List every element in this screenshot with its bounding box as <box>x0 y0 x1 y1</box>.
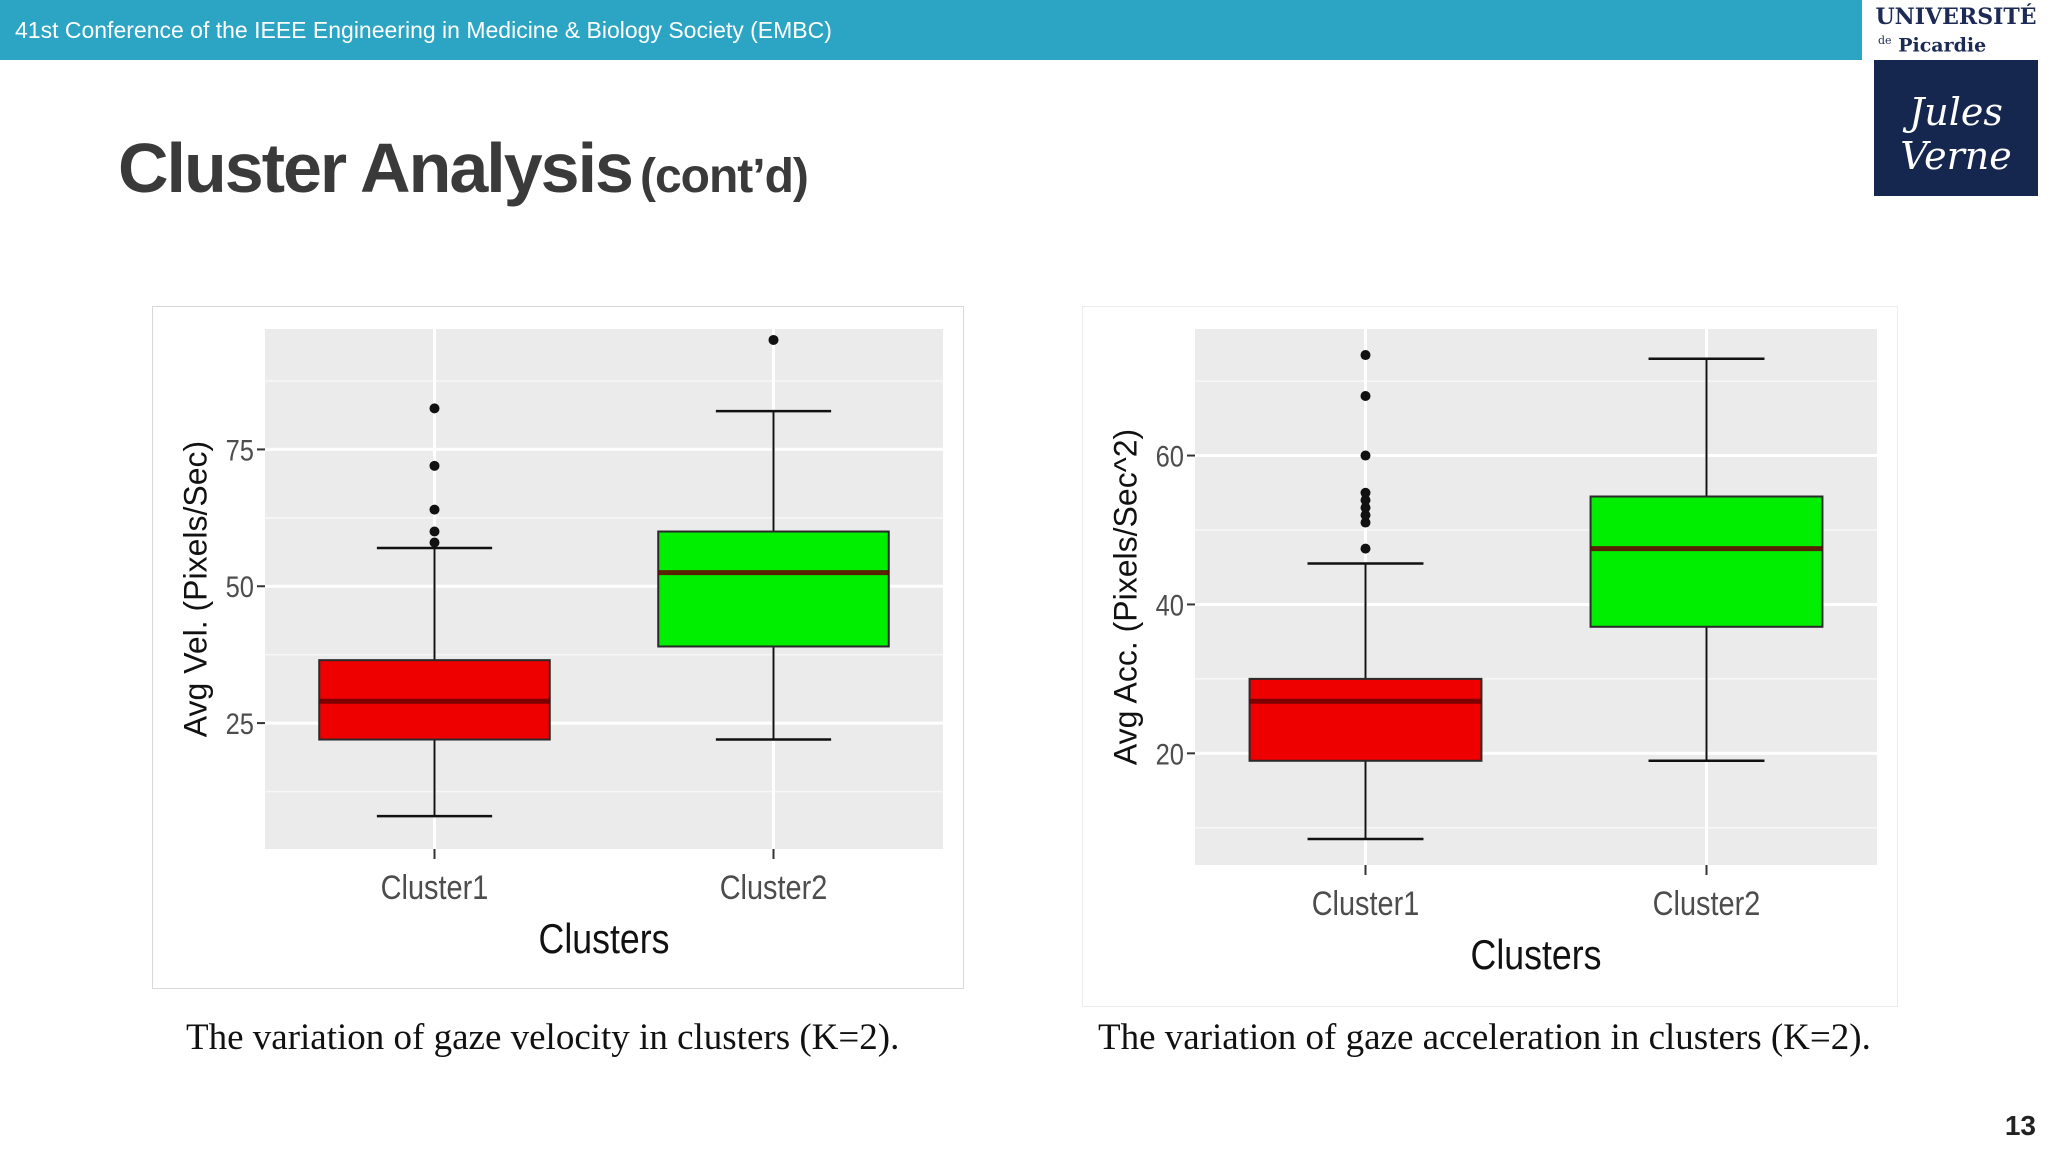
outlier-point <box>768 334 779 345</box>
slide-title-suffix: (cont’d) <box>639 150 809 203</box>
acceleration-boxplot: 20 40 60 Cluster1 Cluster2 Clusters Avg Acc. (… <box>1107 329 1877 979</box>
y-tick-label: 20 <box>1156 737 1184 770</box>
page-number: 13 <box>2004 1110 2036 1141</box>
x-tick-label: Cluster2 <box>720 868 828 907</box>
slide-title: Cluster Analysis (cont’d) <box>118 128 809 208</box>
y-tick-label: 75 <box>226 433 254 466</box>
logo-signature-box: Jules Verne <box>1874 60 2038 196</box>
outlier-point <box>429 460 440 471</box>
velocity-boxplot: 25 50 75 Cluster1 Cluster2 Clusters Avg Vel. (… <box>177 329 943 963</box>
caption-acceleration: The variation of gaze acceleration in cl… <box>1098 1017 1871 1058</box>
outlier-point <box>1360 487 1371 498</box>
x-tick-label: Cluster1 <box>381 868 489 907</box>
slide-title-main: Cluster Analysis <box>118 129 634 207</box>
outlier-point <box>1360 510 1371 521</box>
x-axis-label: Clusters <box>1471 932 1602 978</box>
outlier-point <box>1360 450 1371 461</box>
acceleration-chart-panel: 20 40 60 Cluster1 Cluster2 Clusters Avg Acc. (… <box>1082 306 1898 1007</box>
outlier-point <box>1360 502 1371 513</box>
outlier-point <box>1360 391 1371 401</box>
box-cluster1 <box>1248 677 1483 762</box>
caption-velocity: The variation of gaze velocity in cluste… <box>186 1017 900 1058</box>
x-tick-label: Cluster2 <box>1653 884 1761 923</box>
logo-signature: Jules Verne <box>1900 90 2012 178</box>
velocity-chart-panel: 25 50 75 Cluster1 Cluster2 Clusters Avg Vel. (… <box>152 306 964 989</box>
outlier-point <box>1360 543 1371 554</box>
logo-picardie-text: de Picardie <box>1878 34 1987 57</box>
y-tick-label: 25 <box>226 707 254 740</box>
header-bar: 41st Conference of the IEEE Engineering … <box>0 0 1862 60</box>
x-axis-label: Clusters <box>539 916 670 962</box>
logo-university-text: UNIVERSITÉ <box>1875 4 2037 30</box>
box-cluster2 <box>657 530 890 648</box>
outlier-point <box>1360 350 1371 361</box>
outlier-point <box>429 537 440 548</box>
outlier-point <box>429 403 440 414</box>
box-cluster2 <box>1589 495 1824 628</box>
y-tick-label: 50 <box>226 570 254 603</box>
outlier-point <box>429 504 440 515</box>
conference-title: 41st Conference of the IEEE Engineering … <box>15 17 832 43</box>
x-tick-label: Cluster1 <box>1312 884 1420 923</box>
university-logo: UNIVERSITÉ de Picardie Jules Verne <box>1874 4 2038 196</box>
y-tick-label: 40 <box>1156 589 1184 622</box>
y-tick-label: 60 <box>1156 440 1184 473</box>
y-axis-label: Avg Vel. (Pixels/Sec) <box>177 441 213 737</box>
outlier-point <box>429 526 440 537</box>
outlier-point <box>1360 517 1371 528</box>
outlier-point <box>1360 495 1371 506</box>
y-axis-label: Avg Acc. (Pixels/Sec^2) <box>1107 429 1143 765</box>
